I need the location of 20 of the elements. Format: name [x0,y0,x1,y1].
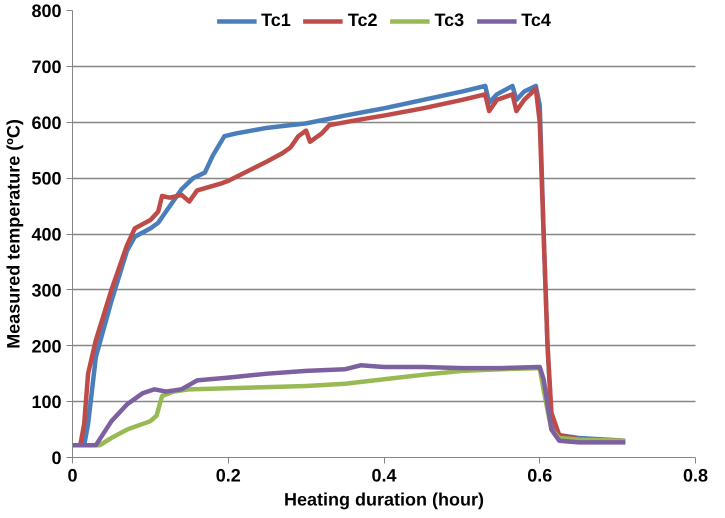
x-axis-title: Heating duration (hour) [284,490,484,510]
x-tick-label: 0.6 [527,466,552,486]
legend-label: Tc4 [521,10,551,31]
y-axis-title: Measured temperature (ºC) [3,119,24,349]
y-tick-label: 800 [31,1,62,21]
legend-label: Tc2 [348,10,378,31]
y-tick-label: 200 [31,336,62,356]
y-tick-label: 100 [31,392,62,412]
y-tick-label: 400 [31,224,62,244]
y-tick-label: 600 [31,112,62,133]
y-tick-label: 500 [31,168,62,189]
y-tick-label: 300 [31,280,62,300]
legend-label: Tc3 [434,10,464,31]
legend-label: Tc1 [261,10,291,31]
x-tick-label: 0.8 [682,466,708,486]
x-tick-label: 0 [67,466,78,486]
x-tick-label: 0.2 [216,466,241,486]
x-tick-label: 0.4 [371,466,397,486]
y-tick-label: 0 [51,448,62,468]
y-tick-label: 700 [31,56,62,77]
